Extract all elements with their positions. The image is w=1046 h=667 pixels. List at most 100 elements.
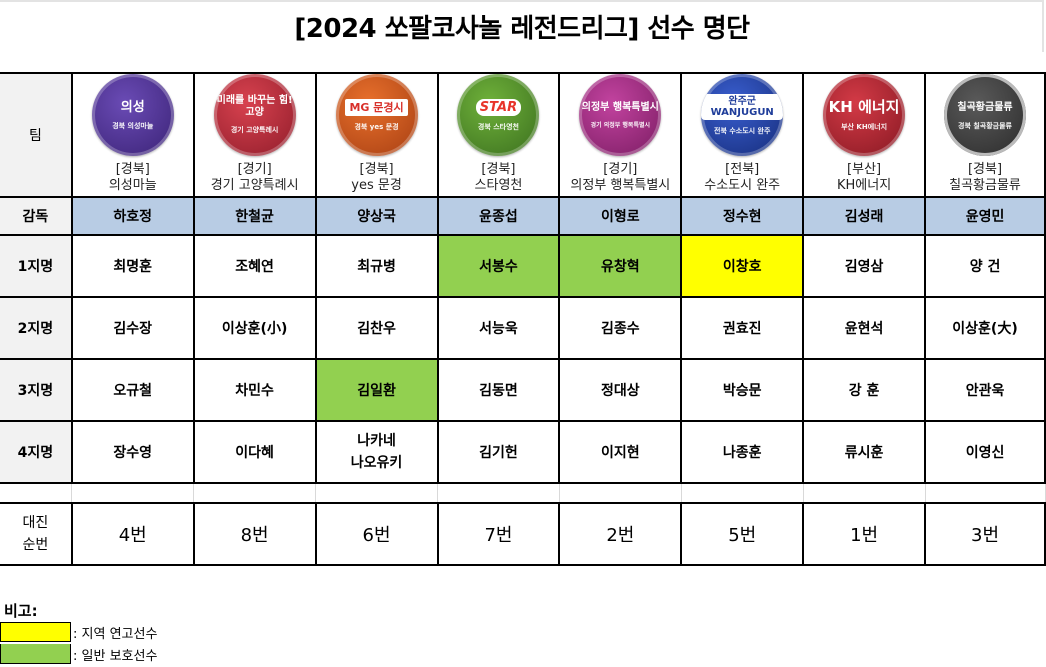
- team-logo-icon: 완주군 WANJUGUN 전북 수소도시 완주: [701, 74, 784, 156]
- team-logo-icon: 의성 경북 의성마늘: [91, 74, 174, 156]
- team-region: [경북]: [115, 162, 150, 177]
- page-title: [2024 쏘팔코사놀 레전드리그] 선수 명단: [294, 14, 750, 44]
- pick3-row: 3지명 오규철 차민수 김일환 김동면 정대상 박승문 강 훈 안관욱: [0, 358, 1046, 422]
- player-cell: 이상훈(小): [192, 296, 317, 360]
- player-cell: 장수영: [70, 420, 195, 484]
- player-cell: 김동면: [436, 358, 561, 422]
- row-label-pick4: 4지명: [0, 420, 73, 484]
- player-cell: 오규철: [70, 358, 195, 422]
- player-cell: 양 건: [924, 234, 1046, 298]
- legend-label: : 일반 보호선수: [73, 648, 158, 664]
- coach-cell: 윤종섭: [436, 196, 561, 236]
- player-cell: 이다혜: [192, 420, 317, 484]
- team-cell: KH 에너지 부산 KH에너지 [부산] KH에너지: [802, 72, 927, 198]
- legend-item-regional: : 지역 연고선수: [0, 621, 157, 643]
- team-region: [경북]: [481, 162, 516, 177]
- team-logo-icon: MG 문경시 경북 yes 문경: [335, 74, 418, 156]
- team-logo-icon: KH 에너지 부산 KH에너지: [823, 74, 906, 156]
- team-cell: STAR 경북 스타영천 [경북] 스타영천: [436, 72, 561, 198]
- roster-table: 팀 의성 경북 의성마늘 [경북] 의성마늘 미래를 바꾸는 힘! 고양 경기 고양…: [0, 72, 1046, 566]
- player-cell: 최명훈: [70, 234, 195, 298]
- pick4-row: 4지명 장수영 이다혜 나카네 나오유키 김기헌 이지현 나종훈 류시훈 이영신: [0, 420, 1046, 484]
- player-cell: 권효진: [680, 296, 805, 360]
- player-cell: 최규병: [314, 234, 439, 298]
- player-cell: 김수장: [70, 296, 195, 360]
- team-logo-icon: 미래를 바꾸는 힘! 고양 경기 고양특례시: [213, 74, 296, 156]
- player-cell: 조혜연: [192, 234, 317, 298]
- row-label-team: 팀: [0, 72, 73, 198]
- order-cell: 3번: [924, 502, 1046, 566]
- player-cell: 이영신: [924, 420, 1046, 484]
- order-cell: 7번: [436, 502, 561, 566]
- player-cell: 이지현: [558, 420, 683, 484]
- row-label-match-order: 대진 순번: [0, 502, 73, 566]
- team-name: 의정부 행복특별시: [570, 178, 671, 193]
- spacer-cell: [315, 482, 439, 504]
- spacer-cell: [0, 482, 73, 504]
- spacer-cell: [558, 482, 682, 504]
- team-cell: 의성 경북 의성마늘 [경북] 의성마늘: [70, 72, 195, 198]
- green-swatch-icon: [0, 644, 71, 664]
- team-cell: 칠곡황금물류 경북 칠곡황금물류 [경북] 칠곡황금물류: [924, 72, 1046, 198]
- coach-cell: 하호정: [70, 196, 195, 236]
- spacer-cell: [71, 482, 195, 504]
- player-cell: 안관욱: [924, 358, 1046, 422]
- team-name: 칠곡황금물류: [949, 178, 1021, 193]
- team-name: KH에너지: [836, 178, 892, 193]
- legend-label: : 지역 연고선수: [73, 626, 158, 642]
- player-cell: 나카네 나오유키: [314, 420, 439, 484]
- team-name: 의성마늘: [108, 178, 157, 193]
- coach-cell: 정수현: [680, 196, 805, 236]
- legend: 비고: : 지역 연고선수 : 일반 보호선수: [0, 600, 157, 665]
- row-label-pick1: 1지명: [0, 234, 73, 298]
- coach-cell: 윤영민: [924, 196, 1046, 236]
- spacer-row: [0, 482, 1046, 504]
- team-region: [부산]: [847, 162, 882, 177]
- player-cell: 강 훈: [802, 358, 927, 422]
- team-name: yes 문경: [351, 178, 402, 193]
- coach-cell: 김성래: [802, 196, 927, 236]
- player-cell: 이상훈(大): [924, 296, 1046, 360]
- row-label-coach: 감독: [0, 196, 73, 236]
- player-cell: 차민수: [192, 358, 317, 422]
- pick2-row: 2지명 김수장 이상훈(小) 김찬우 서능욱 김종수 권효진 윤현석 이상훈(大…: [0, 296, 1046, 360]
- order-cell: 1번: [802, 502, 927, 566]
- team-region: [경북]: [967, 162, 1003, 177]
- team-cell: MG 문경시 경북 yes 문경 [경북] yes 문경: [314, 72, 439, 198]
- coach-cell: 한철균: [192, 196, 317, 236]
- team-logo-icon: STAR 경북 스타영천: [457, 74, 540, 156]
- row-label-pick3: 3지명: [0, 358, 73, 422]
- team-cell: 완주군 WANJUGUN 전북 수소도시 완주 [전북] 수소도시 완주: [680, 72, 805, 198]
- spacer-cell: [437, 482, 560, 504]
- team-name: 스타영천: [474, 178, 523, 193]
- player-cell-protected: 서봉수: [436, 234, 561, 298]
- player-cell: 김종수: [558, 296, 683, 360]
- player-cell: 서능욱: [436, 296, 561, 360]
- order-cell: 8번: [192, 502, 317, 566]
- player-cell: 류시훈: [802, 420, 927, 484]
- team-logo-icon: 칠곡황금물류 경북 칠곡황금물류: [944, 74, 1026, 156]
- order-cell: 5번: [680, 502, 805, 566]
- yellow-swatch-icon: [0, 622, 71, 642]
- player-cell: 윤현석: [802, 296, 927, 360]
- row-label-pick2: 2지명: [0, 296, 73, 360]
- legend-title: 비고:: [4, 602, 38, 620]
- spacer-cell: [680, 482, 804, 504]
- player-cell-protected: 김일환: [314, 358, 439, 422]
- spacer-cell: [193, 482, 317, 504]
- team-region: [경북]: [359, 162, 394, 177]
- player-cell-regional: 이창호: [680, 234, 805, 298]
- player-cell: 정대상: [558, 358, 683, 422]
- player-cell: 김기헌: [436, 420, 561, 484]
- player-cell: 박승문: [680, 358, 805, 422]
- pick1-row: 1지명 최명훈 조혜연 최규병 서봉수 유창혁 이창호 김영삼 양 건: [0, 234, 1046, 298]
- coach-row: 감독 하호정 한철균 양상국 윤종섭 이형로 정수현 김성래 윤영민: [0, 196, 1046, 236]
- team-cell: 미래를 바꾸는 힘! 고양 경기 고양특례시 [경기] 경기 고양특례시: [192, 72, 317, 198]
- order-cell: 2번: [558, 502, 683, 566]
- title-area: [2024 쏘팔코사놀 레전드리그] 선수 명단: [0, 0, 1044, 72]
- spacer-cell: [802, 482, 926, 504]
- team-name: 수소도시 완주: [704, 178, 781, 193]
- player-cell: 나종훈: [680, 420, 805, 484]
- player-cell: 김찬우: [314, 296, 439, 360]
- legend-item-protected: : 일반 보호선수: [0, 643, 157, 665]
